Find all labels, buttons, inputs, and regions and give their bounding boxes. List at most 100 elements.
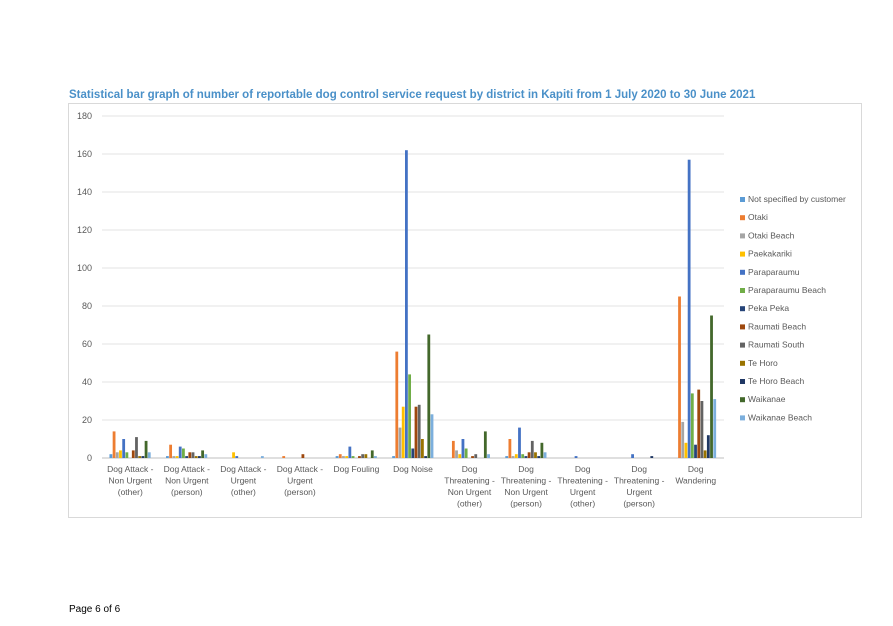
legend-label: Paraparaumu Beach: [748, 285, 826, 295]
y-tick-label: 160: [77, 149, 92, 159]
x-tick-label: (person): [510, 499, 542, 509]
bar: [135, 437, 138, 458]
bar: [122, 439, 126, 458]
legend-label: Te Horo Beach: [748, 376, 804, 386]
legend-swatch: [740, 233, 745, 239]
bar: [235, 456, 239, 458]
bar: [543, 452, 547, 458]
x-tick-label: Threatening -: [614, 476, 665, 486]
bar: [455, 450, 458, 458]
bar: [172, 456, 176, 458]
x-tick-label: Dog: [518, 464, 534, 474]
bar: [458, 454, 462, 458]
bar: [505, 456, 509, 458]
bar: [125, 452, 129, 458]
bar: [175, 456, 179, 458]
bar: [138, 456, 142, 458]
legend-swatch: [740, 269, 745, 275]
bar: [115, 452, 119, 458]
bar: [335, 456, 339, 458]
bar: [521, 454, 525, 458]
bar: [687, 159, 691, 458]
legend-label: Raumati South: [748, 340, 804, 350]
legend-label: Otaki: [748, 212, 768, 222]
bar: [694, 444, 697, 458]
legend-label: Te Horo: [748, 358, 778, 368]
bar: [690, 393, 694, 458]
bar: [483, 431, 487, 458]
x-tick-label: (person): [284, 487, 316, 497]
bar: [405, 150, 408, 458]
bar: [427, 334, 431, 458]
x-tick-label: Urgent: [231, 476, 257, 486]
bar: [392, 456, 395, 458]
bar: [424, 456, 427, 458]
legend-swatch: [740, 397, 745, 403]
y-tick-label: 80: [82, 301, 92, 311]
x-tick-label: Dog: [462, 464, 478, 474]
bar: [361, 454, 365, 458]
x-tick-label: Dog: [688, 464, 704, 474]
x-tick-label: Non Urgent: [504, 487, 548, 497]
bar: [706, 435, 710, 458]
legend-swatch: [740, 251, 745, 257]
bar: [232, 452, 235, 458]
y-tick-label: 40: [82, 377, 92, 387]
legend-label: Not specified by customer: [748, 194, 846, 204]
bar: [364, 454, 368, 458]
bar: [411, 448, 415, 458]
x-tick-label: Dog Fouling: [334, 464, 380, 474]
bar: [182, 448, 185, 458]
bar: [710, 315, 713, 458]
bar: [530, 440, 534, 458]
bar: [345, 456, 349, 458]
bar: [131, 450, 135, 458]
x-tick-label: Wandering: [675, 476, 716, 486]
bar: [374, 456, 377, 458]
bar: [464, 448, 468, 458]
bar: [421, 439, 424, 458]
bar: [178, 446, 182, 458]
x-tick-label: Urgent: [570, 487, 596, 497]
bar: [631, 454, 634, 458]
bar: [650, 456, 654, 458]
bar: [338, 454, 342, 458]
bar: [471, 456, 474, 458]
legend-label: Paekakariki: [748, 249, 792, 259]
bar: [395, 351, 399, 458]
bar: [401, 406, 405, 458]
x-tick-label: (person): [623, 499, 655, 509]
bar: [166, 456, 169, 458]
bar: [461, 439, 465, 458]
y-tick-label: 140: [77, 187, 92, 197]
bar: [518, 427, 521, 458]
x-tick-label: Dog Attack -: [107, 464, 153, 474]
legend-swatch: [740, 415, 745, 421]
y-tick-label: 0: [87, 453, 92, 463]
bar: [700, 401, 704, 458]
legend-label: Raumati Beach: [748, 321, 806, 331]
bar: [194, 456, 198, 458]
bar: [514, 454, 518, 458]
bar: [301, 454, 305, 458]
legend-label: Peka Peka: [748, 303, 789, 313]
x-tick-label: Dog Attack -: [277, 464, 323, 474]
bar: [260, 456, 264, 458]
bar: [678, 296, 681, 458]
bar: [204, 454, 208, 458]
bar: [430, 414, 434, 458]
legend-swatch: [740, 342, 745, 348]
bar: [487, 454, 490, 458]
x-tick-label: Non Urgent: [448, 487, 492, 497]
y-tick-label: 120: [77, 225, 92, 235]
bar: [508, 439, 512, 458]
y-tick-label: 60: [82, 339, 92, 349]
x-tick-label: Non Urgent: [165, 476, 209, 486]
bar: [201, 450, 205, 458]
legend-swatch: [740, 360, 745, 366]
x-tick-label: Threatening -: [444, 476, 495, 486]
bar: [112, 431, 116, 458]
x-tick-label: Non Urgent: [109, 476, 153, 486]
bar: [198, 456, 201, 458]
